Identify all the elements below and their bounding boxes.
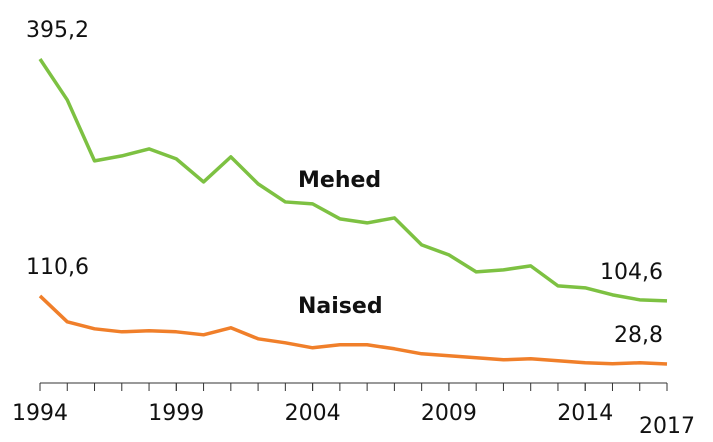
data-label: 110,6: [26, 255, 89, 280]
data-label: 104,6: [600, 260, 663, 285]
legend-label: Mehed: [298, 168, 381, 193]
x-tick-label: 2017: [639, 414, 695, 439]
x-tick-label: 1999: [148, 401, 204, 426]
series-line: [38, 58, 668, 303]
x-tick-label: 2014: [557, 401, 613, 426]
series-line: [38, 294, 668, 366]
data-label: 28,8: [614, 323, 663, 348]
x-tick-label: 2004: [285, 401, 341, 426]
legend-label: Naised: [298, 294, 383, 319]
x-tick-label: 1994: [12, 401, 68, 426]
data-label: 395,2: [26, 18, 89, 43]
x-tick-label: 2009: [421, 401, 477, 426]
